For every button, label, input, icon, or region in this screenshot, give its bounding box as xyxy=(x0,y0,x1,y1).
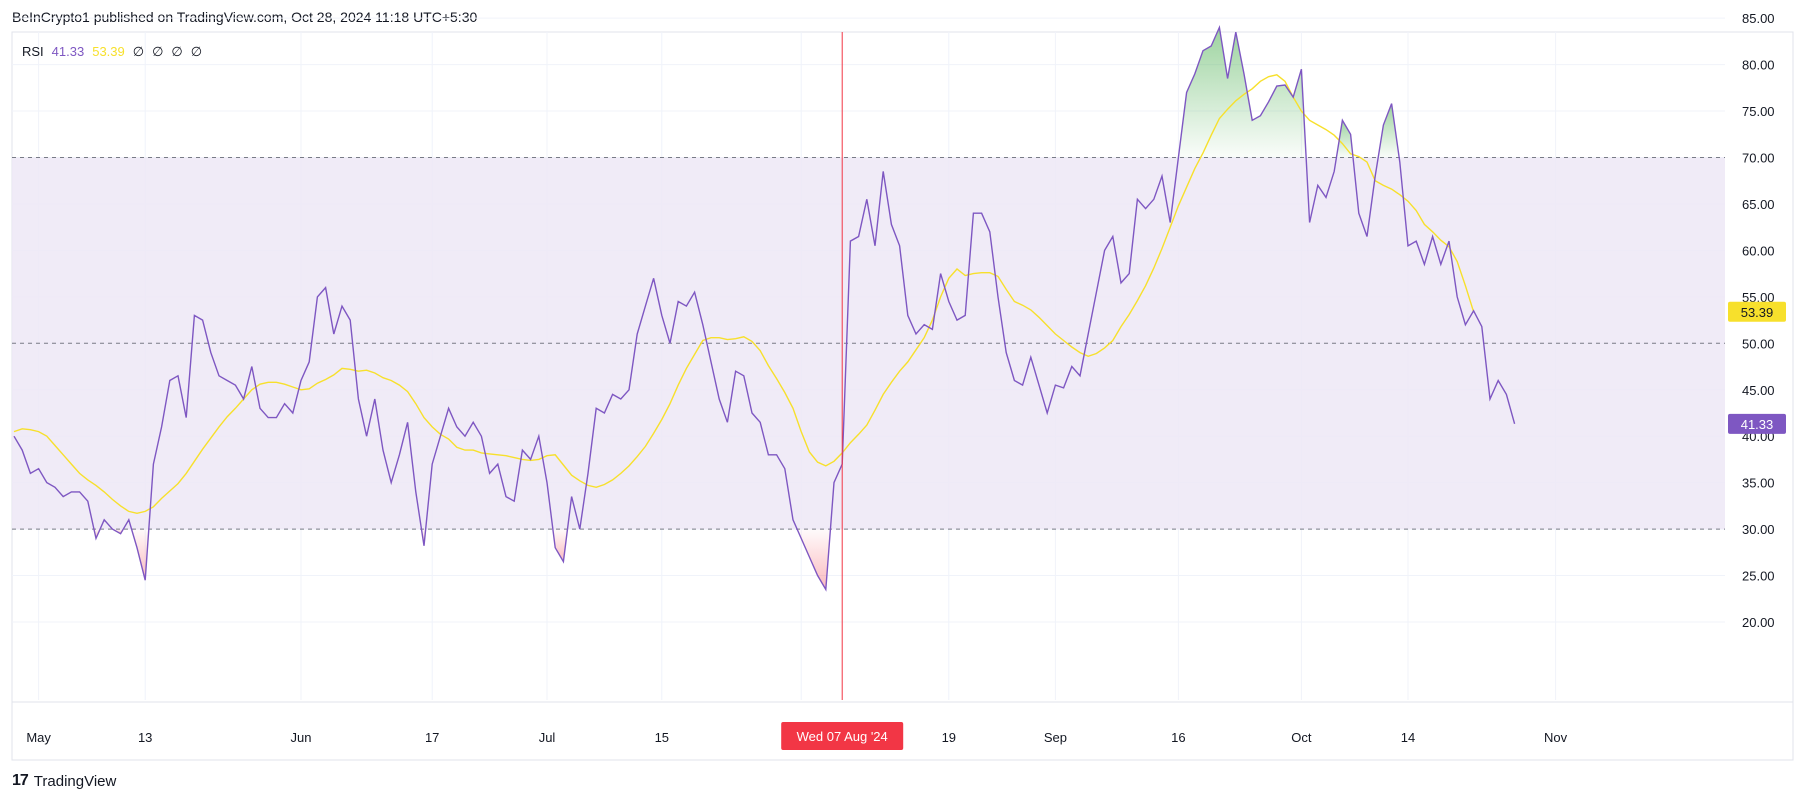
y-tick-label: 45.00 xyxy=(1742,383,1775,398)
indicator-legend[interactable]: RSI 41.33 53.39 ∅ ∅ ∅ ∅ xyxy=(22,44,202,60)
x-tick-label: Nov xyxy=(1544,730,1568,745)
x-tick-label: 13 xyxy=(138,730,152,745)
y-tick-label: 20.00 xyxy=(1742,615,1775,630)
overbought-fill xyxy=(1336,120,1354,158)
x-tick-label: 14 xyxy=(1401,730,1415,745)
y-tick-label: 65.00 xyxy=(1742,197,1775,212)
x-tick-label: Jul xyxy=(539,730,556,745)
y-tick-label: 80.00 xyxy=(1742,58,1775,73)
x-tick-label: 16 xyxy=(1171,730,1185,745)
y-tick-label: 25.00 xyxy=(1742,569,1775,584)
y-tick-label: 35.00 xyxy=(1742,476,1775,491)
x-tick-label: May xyxy=(26,730,51,745)
x-tick-label: Jun xyxy=(291,730,312,745)
legend-ma-value: 53.39 xyxy=(92,44,125,59)
legend-placeholder-1: ∅ xyxy=(132,44,145,59)
y-tick-label: 70.00 xyxy=(1742,151,1775,166)
y-tick-label: 55.00 xyxy=(1742,290,1775,305)
overbought-fill xyxy=(1378,103,1400,158)
x-tick-label: 19 xyxy=(942,730,956,745)
publisher-caption: BeInCrypto1 published on TradingView.com… xyxy=(12,9,478,25)
ma-line xyxy=(13,74,1475,515)
ma-last-value-badge xyxy=(1728,301,1786,322)
x-tick-label: Sep xyxy=(1044,730,1067,745)
overbought-fill xyxy=(1178,27,1307,158)
legend-placeholder-3: ∅ xyxy=(171,44,183,59)
x-tick-label: 15 xyxy=(655,730,669,745)
y-tick-label: 30.00 xyxy=(1742,522,1775,537)
y-tick-label: 75.00 xyxy=(1742,104,1775,119)
rsi-last-value-badge-label: 41.33 xyxy=(1741,417,1774,432)
x-tick-label: 17 xyxy=(425,730,439,745)
tradingview-footer[interactable]: 17 TradingView xyxy=(12,772,116,790)
ma-last-value-badge-label: 53.39 xyxy=(1741,305,1774,320)
crosshair-date-badge xyxy=(781,722,904,750)
legend-placeholder-4: ∅ xyxy=(190,44,203,59)
legend-placeholder-2: ∅ xyxy=(152,44,164,59)
y-tick-label: 60.00 xyxy=(1742,243,1775,258)
y-tick-label: 85.00 xyxy=(1742,11,1775,26)
rsi-line xyxy=(13,24,1516,592)
y-tick-label: 50.00 xyxy=(1742,336,1775,351)
oversold-fill xyxy=(797,529,831,590)
legend-indicator-name[interactable]: RSI xyxy=(22,44,44,59)
x-tick-label: Oct xyxy=(1291,730,1312,745)
legend-rsi-value: 41.33 xyxy=(51,44,85,59)
crosshair-date-label: Wed 07 Aug '24 xyxy=(797,729,888,744)
tradingview-logo-icon: 17 xyxy=(12,772,29,789)
tradingview-brand[interactable]: TradingView xyxy=(33,772,117,790)
rsi-last-value-badge xyxy=(1728,413,1786,434)
